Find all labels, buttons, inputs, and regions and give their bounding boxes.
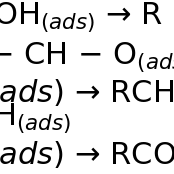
Text: $(ads)$ → RCHOO: $(ads)$ → RCHOO — [0, 77, 174, 108]
Text: − CH − O$_{(ads)}$ −: − CH − O$_{(ads)}$ − — [0, 40, 174, 75]
Text: $(ads)$ → RCOOH: $(ads)$ → RCOOH — [0, 139, 174, 170]
Text: H$_{(ads)}$: H$_{(ads)}$ — [0, 102, 71, 136]
Text: OH$_{(ads)}$ → R − C: OH$_{(ads)}$ → R − C — [0, 1, 174, 35]
